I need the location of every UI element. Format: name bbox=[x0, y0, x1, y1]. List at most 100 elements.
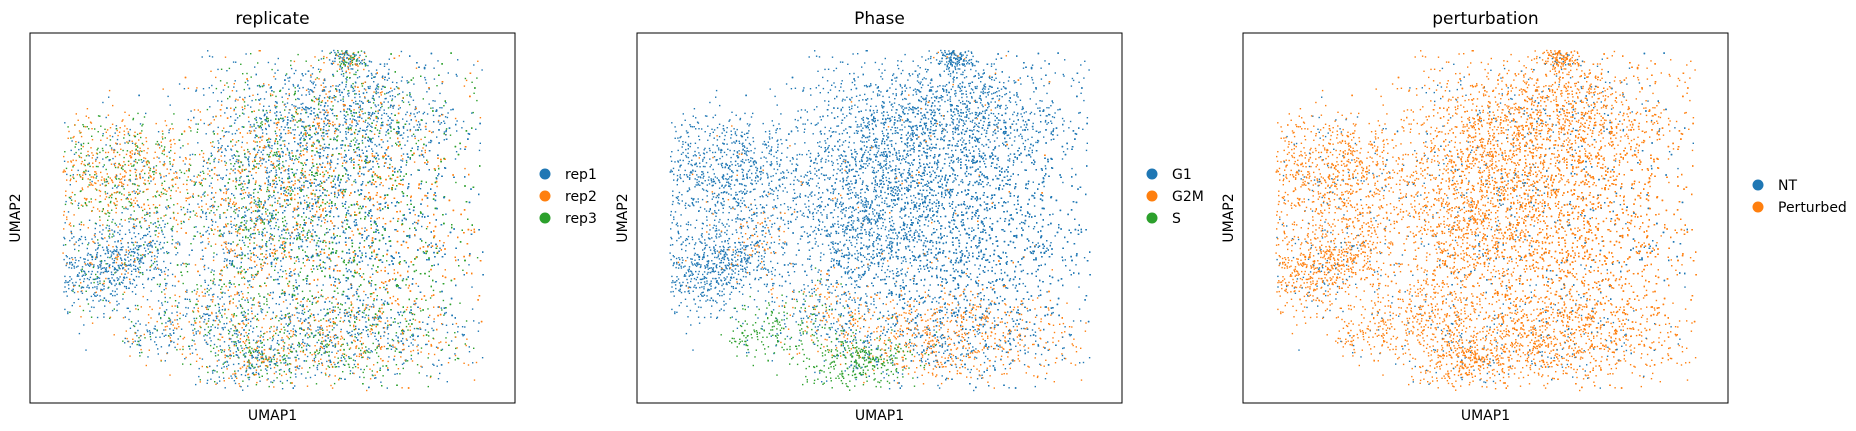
data-point bbox=[377, 218, 378, 219]
data-point bbox=[295, 99, 296, 100]
data-point bbox=[477, 257, 478, 258]
data-point bbox=[450, 135, 451, 136]
data-point bbox=[327, 163, 328, 164]
data-point bbox=[255, 184, 256, 185]
data-point bbox=[297, 293, 298, 294]
data-point bbox=[420, 211, 421, 212]
data-point bbox=[244, 300, 245, 301]
data-point bbox=[337, 197, 338, 198]
data-point bbox=[295, 155, 296, 156]
data-point bbox=[251, 207, 252, 208]
data-point bbox=[353, 234, 354, 235]
data-point bbox=[416, 222, 417, 223]
data-point bbox=[358, 208, 359, 209]
data-point bbox=[482, 357, 483, 358]
data-point bbox=[302, 168, 303, 169]
data-point bbox=[406, 94, 407, 95]
data-point bbox=[266, 191, 267, 192]
data-point bbox=[292, 191, 293, 192]
data-point bbox=[243, 206, 244, 207]
data-point bbox=[336, 265, 337, 266]
data-point bbox=[322, 296, 323, 297]
data-point bbox=[464, 168, 465, 169]
data-point bbox=[239, 233, 240, 234]
data-point bbox=[376, 161, 377, 162]
data-point bbox=[296, 222, 297, 223]
data-point bbox=[314, 154, 315, 155]
data-point bbox=[279, 168, 280, 169]
data-point bbox=[416, 283, 417, 284]
data-point bbox=[448, 235, 449, 236]
data-point bbox=[468, 264, 469, 265]
data-point bbox=[278, 177, 279, 178]
data-point bbox=[277, 192, 278, 193]
data-point bbox=[455, 355, 456, 356]
data-point bbox=[370, 209, 371, 210]
data-point bbox=[361, 252, 362, 253]
data-point bbox=[364, 196, 365, 197]
scatter-points bbox=[62, 50, 483, 391]
data-point bbox=[381, 270, 382, 271]
data-point bbox=[377, 84, 378, 85]
data-point bbox=[266, 213, 267, 214]
data-point bbox=[282, 290, 283, 291]
data-point bbox=[385, 267, 386, 268]
data-point bbox=[364, 227, 365, 228]
data-point bbox=[403, 231, 404, 232]
data-point bbox=[382, 185, 383, 186]
data-point bbox=[425, 242, 426, 243]
data-point bbox=[408, 287, 409, 288]
data-point bbox=[127, 208, 128, 209]
data-point bbox=[174, 285, 175, 286]
data-point bbox=[400, 288, 401, 289]
data-point bbox=[403, 176, 404, 177]
data-point bbox=[351, 184, 352, 185]
data-point bbox=[197, 129, 198, 130]
data-point bbox=[311, 354, 312, 355]
data-point bbox=[462, 270, 463, 271]
data-point bbox=[334, 205, 335, 206]
data-point bbox=[310, 211, 311, 212]
data-point bbox=[314, 194, 315, 195]
data-point bbox=[267, 339, 268, 340]
data-point bbox=[343, 230, 344, 231]
data-point bbox=[471, 286, 472, 287]
data-point bbox=[438, 165, 439, 166]
data-point bbox=[275, 371, 276, 372]
data-point bbox=[418, 286, 419, 287]
data-point bbox=[316, 202, 317, 203]
data-point bbox=[323, 58, 324, 59]
data-point bbox=[410, 330, 411, 331]
data-point bbox=[429, 271, 430, 272]
data-point bbox=[374, 134, 375, 135]
data-point bbox=[340, 190, 341, 191]
data-point bbox=[276, 106, 277, 107]
data-point bbox=[274, 245, 275, 246]
data-point bbox=[99, 216, 100, 217]
data-point bbox=[257, 94, 258, 95]
data-point bbox=[304, 148, 305, 149]
data-point bbox=[299, 88, 300, 89]
data-point bbox=[348, 177, 349, 178]
data-point bbox=[403, 363, 404, 364]
data-point bbox=[428, 142, 429, 143]
data-point bbox=[329, 206, 330, 207]
data-point bbox=[359, 286, 360, 287]
data-point bbox=[377, 201, 378, 202]
data-point bbox=[306, 209, 307, 210]
data-point bbox=[298, 258, 299, 259]
data-point bbox=[351, 129, 352, 130]
data-point bbox=[164, 336, 165, 337]
data-point bbox=[319, 190, 320, 191]
data-point bbox=[327, 232, 328, 233]
data-point bbox=[409, 228, 410, 229]
data-point bbox=[393, 218, 394, 219]
data-point bbox=[436, 136, 437, 137]
data-point bbox=[362, 255, 363, 256]
data-point bbox=[359, 57, 360, 58]
data-point bbox=[353, 74, 354, 75]
data-point bbox=[232, 139, 233, 140]
data-point bbox=[258, 202, 259, 203]
data-point bbox=[400, 201, 401, 202]
